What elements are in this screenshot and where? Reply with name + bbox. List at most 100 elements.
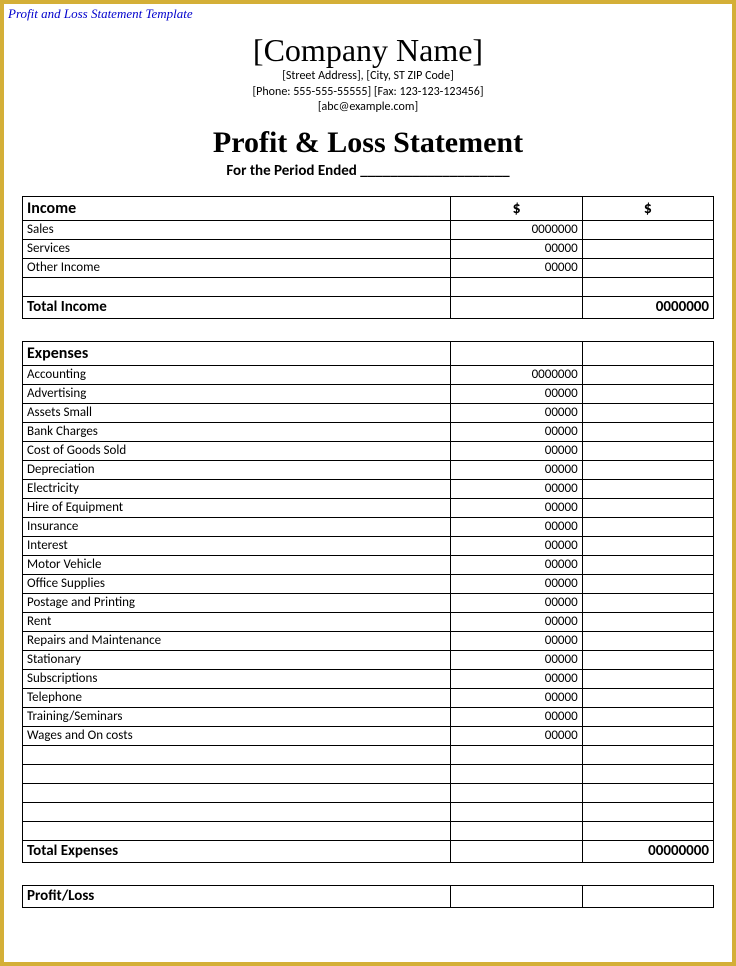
row-amount-1: 00000: [451, 479, 582, 498]
statement-title: Profit & Loss Statement: [4, 126, 732, 160]
row-amount-2: [582, 384, 713, 403]
row-amount-2: [582, 669, 713, 688]
row-amount-1: 0000000: [451, 365, 582, 384]
row-label: Office Supplies: [23, 574, 451, 593]
row-label: Advertising: [23, 384, 451, 403]
table-row: Electricity00000: [23, 479, 714, 498]
table-row: Bank Charges00000: [23, 422, 714, 441]
expenses-header: Expenses: [23, 341, 451, 365]
row-amount-1: 00000: [451, 498, 582, 517]
contact-line: [Phone: 555-555-55555] [Fax: 123-123-123…: [4, 85, 732, 101]
row-amount-2: [582, 688, 713, 707]
row-label: Subscriptions: [23, 669, 451, 688]
row-amount-2: [582, 707, 713, 726]
expenses-col1: [451, 341, 582, 365]
table-row: Other Income00000: [23, 258, 714, 277]
blank-row: [23, 783, 714, 802]
profit-loss-value: [582, 885, 713, 907]
row-amount-1: 00000: [451, 422, 582, 441]
profit-loss-table: Profit/Loss: [22, 885, 714, 908]
row-label: Depreciation: [23, 460, 451, 479]
total-expenses-row: Total Expenses 00000000: [23, 840, 714, 862]
row-label: Bank Charges: [23, 422, 451, 441]
email-line: [abc@example.com]: [4, 100, 732, 116]
blank-row: [23, 745, 714, 764]
blank-row: [23, 277, 714, 296]
row-amount-1: 0000000: [451, 220, 582, 239]
statement-table: Income $ $ Sales0000000Services00000Othe…: [22, 196, 714, 319]
row-amount-2: [582, 498, 713, 517]
income-header: Income: [23, 196, 451, 220]
blank-row: [23, 802, 714, 821]
row-label: Electricity: [23, 479, 451, 498]
table-row: Stationary00000: [23, 650, 714, 669]
template-label: Profit and Loss Statement Template: [4, 4, 732, 24]
row-amount-2: [582, 422, 713, 441]
row-amount-2: [582, 403, 713, 422]
table-row: Motor Vehicle00000: [23, 555, 714, 574]
total-expenses-value: 00000000: [582, 840, 713, 862]
table-row: Cost of Goods Sold00000: [23, 441, 714, 460]
row-amount-1: 00000: [451, 593, 582, 612]
table-row: Advertising00000: [23, 384, 714, 403]
row-label: Hire of Equipment: [23, 498, 451, 517]
row-amount-2: [582, 220, 713, 239]
total-expenses-label: Total Expenses: [23, 840, 451, 862]
section-gap: [22, 863, 714, 885]
row-amount-2: [582, 258, 713, 277]
row-amount-2: [582, 631, 713, 650]
total-income-label: Total Income: [23, 296, 451, 318]
row-label: Stationary: [23, 650, 451, 669]
row-amount-1: 00000: [451, 258, 582, 277]
row-amount-1: 00000: [451, 460, 582, 479]
section-gap: [22, 319, 714, 341]
row-label: Rent: [23, 612, 451, 631]
period-line: For the Period Ended ___________________…: [4, 162, 732, 180]
row-amount-2: [582, 365, 713, 384]
row-label: Wages and On costs: [23, 726, 451, 745]
table-row: Depreciation00000: [23, 460, 714, 479]
row-label: Repairs and Maintenance: [23, 631, 451, 650]
table-row: Repairs and Maintenance00000: [23, 631, 714, 650]
row-amount-1: 00000: [451, 631, 582, 650]
table-row: Rent00000: [23, 612, 714, 631]
table-row: Interest00000: [23, 536, 714, 555]
expenses-header-row: Expenses: [23, 341, 714, 365]
table-row: Assets Small00000: [23, 403, 714, 422]
income-header-row: Income $ $: [23, 196, 714, 220]
row-amount-2: [582, 460, 713, 479]
total-expenses-blank: [451, 840, 582, 862]
total-income-value: 0000000: [582, 296, 713, 318]
row-amount-2: [582, 593, 713, 612]
table-row: Telephone00000: [23, 688, 714, 707]
table-row: Services00000: [23, 239, 714, 258]
table-row: Accounting0000000: [23, 365, 714, 384]
row-amount-1: 00000: [451, 650, 582, 669]
row-amount-1: 00000: [451, 726, 582, 745]
row-amount-1: 00000: [451, 669, 582, 688]
row-amount-2: [582, 726, 713, 745]
row-amount-2: [582, 239, 713, 258]
row-label: Services: [23, 239, 451, 258]
row-amount-2: [582, 517, 713, 536]
row-label: Accounting: [23, 365, 451, 384]
table-row: Wages and On costs00000: [23, 726, 714, 745]
row-amount-1: 00000: [451, 384, 582, 403]
row-amount-1: 00000: [451, 403, 582, 422]
row-amount-1: 00000: [451, 612, 582, 631]
expenses-col2: [582, 341, 713, 365]
row-label: Cost of Goods Sold: [23, 441, 451, 460]
currency-header-2: $: [582, 196, 713, 220]
row-amount-1: 00000: [451, 441, 582, 460]
profit-loss-blank: [451, 885, 582, 907]
row-amount-2: [582, 574, 713, 593]
row-label: Interest: [23, 536, 451, 555]
row-amount-1: 00000: [451, 707, 582, 726]
currency-header-1: $: [451, 196, 582, 220]
row-label: Postage and Printing: [23, 593, 451, 612]
row-label: Training/Seminars: [23, 707, 451, 726]
row-label: Telephone: [23, 688, 451, 707]
row-label: Sales: [23, 220, 451, 239]
row-amount-1: 00000: [451, 688, 582, 707]
row-amount-1: 00000: [451, 239, 582, 258]
